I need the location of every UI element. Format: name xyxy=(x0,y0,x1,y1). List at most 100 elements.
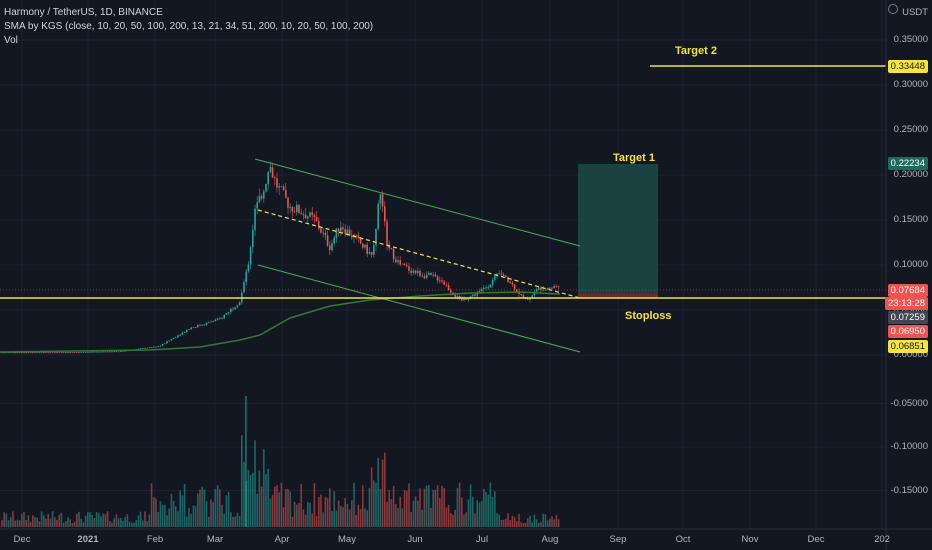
candle-body xyxy=(91,351,93,353)
channel-mid-dashed-line[interactable] xyxy=(257,209,581,299)
volume-bar xyxy=(397,508,399,527)
volume-bar xyxy=(487,494,489,527)
channel-upper-line[interactable] xyxy=(254,158,581,247)
volume-bar xyxy=(223,513,225,527)
volume-bar xyxy=(399,496,401,527)
volume-bar xyxy=(276,485,278,527)
candle-body xyxy=(168,340,170,342)
candle-body xyxy=(36,352,38,354)
candle-body xyxy=(403,263,406,266)
candle-body xyxy=(115,351,118,353)
candle-body xyxy=(309,212,311,217)
volume-bar xyxy=(456,487,459,527)
candle-body xyxy=(260,196,263,199)
volume-bar xyxy=(390,499,393,527)
volume-bar xyxy=(441,485,443,527)
volume-bar xyxy=(412,500,415,527)
candle-body xyxy=(276,178,278,188)
volume-bar xyxy=(445,507,448,527)
candle-body xyxy=(181,332,184,335)
volume-bar xyxy=(214,489,217,527)
volume-bar xyxy=(249,474,252,527)
candle-body xyxy=(113,351,115,353)
candle-body xyxy=(344,229,346,234)
candle-body xyxy=(287,197,289,208)
level-a-price-label: 0.07259 xyxy=(887,311,928,324)
volume-bar xyxy=(225,495,228,527)
stoploss-zone-box[interactable] xyxy=(578,294,658,298)
candle-body xyxy=(117,351,120,353)
volume-bar xyxy=(1,520,3,527)
channel-lower-line[interactable] xyxy=(257,264,581,353)
candle-body xyxy=(485,287,487,289)
candle-body xyxy=(124,350,126,352)
candle-body xyxy=(274,177,276,179)
volume-bar xyxy=(502,519,505,527)
candle-body xyxy=(300,212,302,215)
volume-bar xyxy=(538,522,540,527)
target-zone-box[interactable] xyxy=(578,164,658,294)
candle-body xyxy=(263,191,265,199)
sma-indicator-label[interactable]: SMA by KGS (close, 10, 20, 50, 100, 200,… xyxy=(4,21,374,32)
volume-bar xyxy=(56,519,58,527)
volume-bar xyxy=(62,522,65,527)
volume-bar xyxy=(120,517,122,527)
volume-bar xyxy=(516,521,518,527)
volume-bar xyxy=(87,512,89,527)
volume-bar xyxy=(51,511,54,527)
candle-body xyxy=(280,186,283,188)
candle-body xyxy=(364,244,366,248)
candle-body xyxy=(410,270,412,273)
volume-indicator-label[interactable]: Vol xyxy=(4,35,18,46)
candle-body xyxy=(555,286,558,288)
candle-body xyxy=(84,351,87,353)
settings-icon[interactable] xyxy=(888,4,898,14)
candle-body xyxy=(192,327,195,329)
volume-bar xyxy=(298,503,300,527)
volume-bar xyxy=(326,498,329,527)
candle-body xyxy=(551,287,553,289)
candle-body xyxy=(522,294,525,298)
volume-bar xyxy=(392,485,395,527)
volume-bar xyxy=(386,501,388,527)
candle-body xyxy=(461,298,463,301)
candle-body xyxy=(183,332,186,333)
candle-body xyxy=(443,281,445,285)
volume-bar xyxy=(289,491,291,527)
volume-bar xyxy=(421,509,423,527)
volume-bar xyxy=(14,520,16,527)
volume-bar xyxy=(531,522,533,527)
volume-bar xyxy=(447,505,450,527)
volume-bar xyxy=(520,522,522,527)
volume-bar xyxy=(542,513,544,527)
volume-bar xyxy=(505,518,507,527)
volume-bar xyxy=(529,515,531,527)
candle-body xyxy=(146,347,148,349)
candle-body xyxy=(32,352,34,354)
candle-body xyxy=(456,296,459,298)
candle-body xyxy=(375,229,377,246)
volume-bar xyxy=(183,483,186,527)
volume-bar xyxy=(340,505,342,527)
candle-body xyxy=(267,171,269,185)
level-c-price-label: 0.06851 xyxy=(887,340,928,353)
candle-body xyxy=(230,308,232,313)
candle-body xyxy=(243,282,245,293)
candle-body xyxy=(201,324,203,326)
candle-body xyxy=(507,276,509,282)
candle-body xyxy=(395,259,397,263)
volume-bar xyxy=(401,508,404,527)
volume-bar xyxy=(49,518,52,527)
volume-bar xyxy=(54,517,56,527)
volume-bar xyxy=(265,474,267,527)
current-price-label: 0.07684 xyxy=(887,284,928,297)
symbol-title[interactable]: Harmony / TetherUS, 1D, BINANCE xyxy=(4,7,163,18)
volume-bar xyxy=(366,510,368,527)
candle-body xyxy=(296,204,298,213)
candle-body xyxy=(23,352,25,354)
candle-body xyxy=(197,324,199,328)
candle-body xyxy=(71,352,74,353)
candle-body xyxy=(414,270,417,273)
volume-bar xyxy=(208,516,210,527)
